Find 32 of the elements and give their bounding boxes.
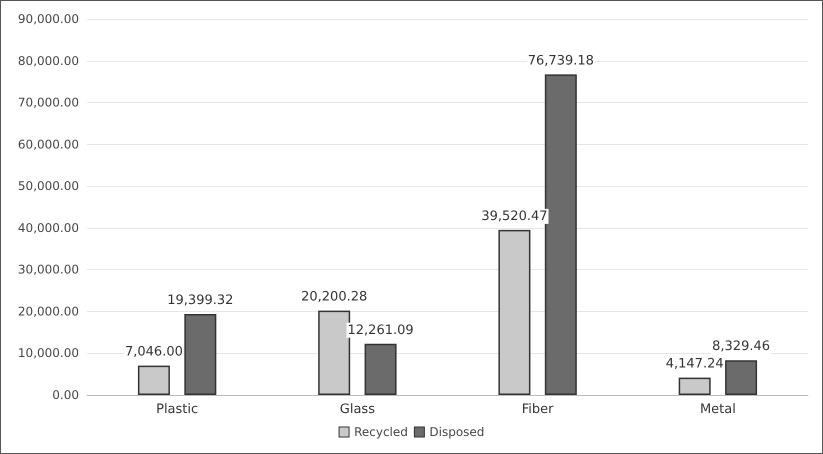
y-tick-label: 50,000.00 — [18, 179, 79, 194]
y-tick-label: 30,000.00 — [18, 262, 79, 277]
legend-label: Recycled — [354, 425, 408, 439]
data-label: 39,520.47 — [481, 208, 548, 224]
y-tick-label: 80,000.00 — [18, 54, 79, 68]
x-tick-label: Glass — [340, 402, 376, 417]
y-tick-label: 70,000.00 — [18, 96, 79, 110]
y-tick-label: 90,000.00 — [18, 12, 79, 26]
y-tick-label: 40,000.00 — [18, 220, 79, 235]
data-label: 76,739.18 — [528, 53, 594, 68]
data-label: 20,200.28 — [301, 290, 368, 305]
y-tick-label: 60,000.00 — [18, 137, 79, 152]
bar — [725, 360, 758, 395]
y-tick-label: 20,000.00 — [18, 304, 79, 318]
x-tick-label: Fiber — [522, 402, 554, 417]
bar — [364, 344, 397, 395]
bar — [678, 378, 711, 395]
x-tick-label: Plastic — [156, 402, 198, 417]
data-label: 7,046.00 — [124, 344, 183, 360]
data-label: 19,399.32 — [167, 292, 234, 308]
data-label: 8,329.46 — [712, 339, 770, 354]
data-label: 4,147.24 — [666, 356, 724, 372]
y-tick-label: 0.00 — [52, 388, 79, 402]
bar — [544, 74, 577, 395]
legend-label: Disposed — [429, 425, 484, 439]
bar — [184, 314, 216, 395]
bar — [318, 310, 350, 395]
x-tick-label: Metal — [700, 402, 736, 417]
data-label: 12,261.09 — [347, 322, 414, 338]
y-tick-label: 10,000.00 — [18, 346, 79, 360]
bar — [498, 230, 530, 395]
bar — [138, 366, 170, 395]
